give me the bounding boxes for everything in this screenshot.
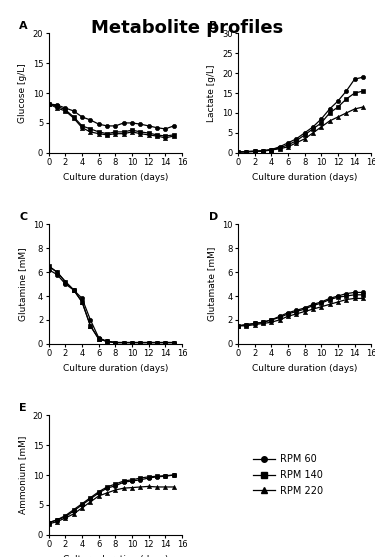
Text: B: B xyxy=(209,22,217,32)
Y-axis label: Glutamine [mM]: Glutamine [mM] xyxy=(18,247,27,321)
X-axis label: Culture duration (days): Culture duration (days) xyxy=(63,555,168,557)
Text: C: C xyxy=(20,212,27,222)
Text: Metabolite profiles: Metabolite profiles xyxy=(92,19,284,37)
X-axis label: Culture duration (days): Culture duration (days) xyxy=(63,173,168,182)
Y-axis label: Lactate [g/L]: Lactate [g/L] xyxy=(207,65,216,122)
Legend: RPM 60, RPM 140, RPM 220: RPM 60, RPM 140, RPM 220 xyxy=(249,450,327,500)
Text: D: D xyxy=(209,212,218,222)
Y-axis label: Glucose [g/L]: Glucose [g/L] xyxy=(18,63,27,123)
Y-axis label: Glutamate [mM]: Glutamate [mM] xyxy=(207,247,216,321)
Text: A: A xyxy=(20,22,28,32)
X-axis label: Culture duration (days): Culture duration (days) xyxy=(252,173,357,182)
Y-axis label: Ammonium [mM]: Ammonium [mM] xyxy=(18,436,27,514)
Text: E: E xyxy=(20,403,27,413)
X-axis label: Culture duration (days): Culture duration (days) xyxy=(252,364,357,373)
X-axis label: Culture duration (days): Culture duration (days) xyxy=(63,364,168,373)
